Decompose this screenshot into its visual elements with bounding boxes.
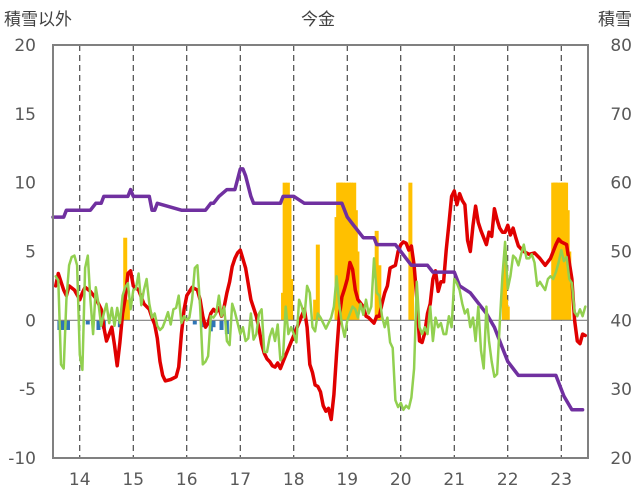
- x-tick-label: 23: [550, 470, 572, 490]
- blue-bar: [65, 320, 70, 330]
- orange-bar: [315, 244, 320, 321]
- red-series-line: [53, 189, 588, 422]
- y-axis-left-ticks: 20 15 10 5 0 -5 -10: [8, 36, 36, 469]
- blue-bar: [85, 320, 90, 325]
- orange-bar: [123, 237, 128, 321]
- y-left-tick-label: 5: [25, 243, 36, 263]
- orange-bar: [503, 251, 508, 321]
- y-left-tick-label: -5: [19, 380, 36, 400]
- y-left-tick-label: 20: [14, 36, 36, 56]
- orange-bar: [374, 230, 379, 321]
- orange-bar: [313, 299, 318, 321]
- orange-bar: [505, 306, 510, 321]
- green-series-line: [54, 240, 587, 412]
- x-tick-label: 16: [176, 470, 198, 490]
- y-right-tick-label: 60: [610, 174, 632, 194]
- orange-bar: [567, 251, 572, 321]
- x-tick-label: 20: [390, 470, 412, 490]
- x-tick-label: 21: [443, 470, 465, 490]
- orange-bar: [409, 265, 414, 321]
- blue-bar: [96, 320, 101, 330]
- y-left-tick-label: -10: [8, 449, 36, 469]
- x-axis-ticks: 14 15 16 17 18 19 20 21 22 23: [69, 470, 572, 490]
- orange-bar: [355, 251, 360, 321]
- blue-bar: [200, 320, 205, 328]
- y-axis-left-label: 積雪以外: [4, 10, 72, 30]
- orange-bar: [377, 265, 382, 321]
- blue-bar: [211, 320, 216, 328]
- y-axis-right-ticks: 80 70 60 50 40 30 20: [610, 36, 632, 469]
- x-tick-label: 17: [229, 470, 251, 490]
- blue-bar: [60, 320, 65, 330]
- orange-bar: [125, 299, 130, 321]
- x-tick-label: 15: [122, 470, 144, 490]
- plot-frame: [52, 44, 589, 459]
- y-left-tick-label: 0: [25, 311, 36, 331]
- orange-bar: [408, 182, 413, 321]
- orange-bar: [289, 279, 294, 321]
- x-tick-label: 14: [69, 470, 91, 490]
- blue-bar: [219, 320, 224, 330]
- y-left-tick-label: 10: [14, 174, 36, 194]
- series-lines: [51, 167, 588, 422]
- x-tick-label: 22: [497, 470, 519, 490]
- y-right-tick-label: 40: [610, 311, 632, 331]
- chart-title: 今金: [301, 10, 335, 30]
- orange-bar: [287, 196, 292, 321]
- blue-bar: [192, 320, 197, 325]
- x-tick-label: 19: [336, 470, 358, 490]
- y-left-tick-label: 15: [14, 105, 36, 125]
- y-right-tick-label: 80: [610, 36, 632, 56]
- y-axis-right-label: 積雪: [598, 10, 632, 30]
- y-right-tick-label: 20: [610, 449, 632, 469]
- y-right-tick-label: 50: [610, 243, 632, 263]
- orange-bar: [282, 182, 287, 321]
- y-right-tick-label: 70: [610, 105, 632, 125]
- y-right-tick-label: 30: [610, 380, 632, 400]
- x-tick-label: 18: [283, 470, 305, 490]
